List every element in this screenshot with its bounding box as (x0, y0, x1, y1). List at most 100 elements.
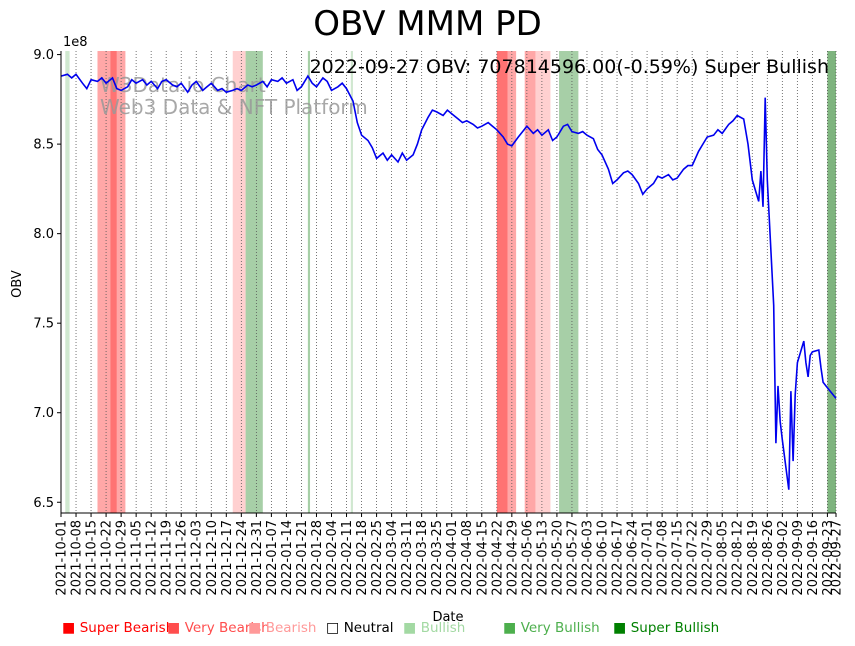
x-tick-label-44: 2022-08-05 (716, 520, 731, 596)
x-tick-label-28: 2022-04-15 (475, 520, 490, 596)
x-tick-label-51: 2022-09-23 (821, 520, 836, 596)
legend-marker: ■ (503, 620, 521, 636)
x-tick-label-38: 2022-06-24 (626, 520, 641, 596)
x-tick-label-26: 2022-04-01 (445, 520, 460, 596)
x-tick-label-48: 2022-09-02 (776, 520, 791, 596)
x-tick-label-22: 2022-03-04 (385, 520, 400, 596)
y-axis-label: OBV (10, 270, 25, 298)
signal-band-8 (496, 51, 508, 513)
signal-band-7 (350, 51, 353, 513)
x-tick-label-36: 2022-06-10 (595, 520, 610, 596)
x-tick-label-9: 2021-12-03 (190, 520, 205, 596)
x-tick-label-30: 2022-04-29 (505, 520, 520, 596)
obv-series-line (60, 73, 837, 490)
signal-band-10 (524, 51, 536, 513)
x-tick-label-34: 2022-05-27 (565, 520, 580, 596)
y-tick-label-2: 7.5 (33, 317, 54, 332)
x-ticks: 2021-10-01 2021-10-08 2021-10-15 2021-10-22… (55, 513, 845, 596)
signal-band-4 (232, 51, 246, 513)
x-tick-label-21: 2022-02-25 (370, 520, 385, 596)
watermark-line-2: Web3 Data & NFT Platform (100, 95, 368, 119)
signal-band-6 (307, 51, 311, 513)
signal-band-0 (65, 51, 70, 513)
x-tick-label-7: 2021-11-19 (160, 520, 175, 596)
y-multiplier: 1e8 (63, 35, 88, 50)
x-tick-label-3: 2021-10-22 (100, 520, 115, 596)
latest-value-annotation: 2022-09-27 OBV: 707814596.00(-0.59%) Sup… (310, 56, 829, 78)
signal-band-12 (559, 51, 579, 513)
x-tick-label-16: 2022-01-21 (295, 520, 310, 596)
x-tick-label-8: 2021-11-26 (175, 520, 190, 596)
x-tick-label-32: 2022-05-13 (535, 520, 550, 596)
x-tick-label-50: 2022-09-16 (806, 520, 821, 596)
legend-marker: ■ (248, 620, 266, 636)
legend-label: Very Bearish (184, 620, 270, 636)
y-tick-label-5: 9.0 (33, 48, 54, 63)
x-axis-label: Date (432, 610, 463, 625)
legend-item-super-bullish: ■ Super Bullish (613, 620, 719, 636)
x-tick-label-41: 2022-07-15 (671, 520, 686, 596)
legend-item-very-bearish: ■ Very Bearish (167, 620, 270, 636)
signal-band-1 (97, 51, 111, 513)
x-tick-label-11: 2021-12-17 (220, 520, 235, 596)
signal-band-13 (827, 51, 836, 513)
legend-marker: ■ (167, 620, 185, 636)
legend-label: Neutral (343, 620, 394, 636)
x-tick-label-10: 2021-12-10 (205, 520, 220, 596)
x-tick-label-45: 2022-08-12 (731, 520, 746, 596)
x-tick-label-12: 2021-12-24 (235, 520, 250, 596)
legend-label: Bullish (420, 620, 466, 636)
legend-item-bearish: ■ Bearish (248, 620, 316, 636)
x-tick-label-2: 2021-10-15 (85, 520, 100, 596)
legend-item-very-bullish: ■ Very Bullish (503, 620, 600, 636)
legend-label: Super Bearish (79, 620, 175, 636)
legend-marker: ■ (62, 620, 80, 636)
legend-item-bullish: ■ Bullish (403, 620, 465, 636)
x-tick-label-49: 2022-09-09 (791, 520, 806, 596)
x-tick-label-33: 2022-05-20 (550, 520, 565, 596)
x-tick-label-17: 2022-01-28 (310, 520, 325, 596)
x-tick-label-31: 2022-05-06 (520, 520, 535, 596)
signal-band-11 (535, 51, 551, 513)
x-tick-label-19: 2022-02-11 (340, 520, 355, 596)
x-tick-label-20: 2022-02-18 (355, 520, 370, 596)
x-tick-label-47: 2022-08-26 (761, 520, 776, 596)
legend-marker: ■ (403, 620, 421, 636)
x-tick-label-24: 2022-03-18 (415, 520, 430, 596)
y-tick-label-0: 6.5 (33, 496, 54, 511)
chart-title: OBV MMM PD (313, 4, 542, 44)
x-tick-label-35: 2022-06-03 (580, 520, 595, 596)
x-tick-label-29: 2022-04-22 (490, 520, 505, 596)
legend-label: Super Bullish (630, 620, 720, 636)
x-tick-label-13: 2021-12-31 (250, 520, 265, 596)
y-tick-label-4: 8.5 (33, 138, 54, 153)
x-tick-label-18: 2022-02-04 (325, 520, 340, 596)
x-tick-label-0: 2021-10-01 (55, 520, 70, 596)
x-tick-label-23: 2022-03-11 (400, 520, 415, 596)
y-tick-label-1: 7.0 (33, 406, 54, 421)
x-tick-label-42: 2022-07-22 (686, 520, 701, 596)
x-tick-label-6: 2021-11-12 (145, 520, 160, 596)
x-tick-label-37: 2022-06-17 (611, 520, 626, 596)
x-tick-label-40: 2022-07-08 (656, 520, 671, 596)
legend-item-super-bearish: ■ Super Bearish (62, 620, 174, 636)
signal-band-5 (245, 51, 263, 513)
axes (60, 51, 836, 514)
legend-label: Bearish (265, 620, 317, 636)
x-tick-label-46: 2022-08-19 (746, 520, 761, 596)
x-tick-label-14: 2022-01-07 (265, 520, 280, 596)
legend-marker: ■ (613, 620, 631, 636)
signal-band-2 (110, 51, 117, 513)
x-tick-label-1: 2021-10-08 (70, 520, 85, 596)
x-tick-label-15: 2022-01-14 (280, 520, 295, 596)
vertical-grid (60, 51, 837, 513)
x-tick-label-39: 2022-07-01 (641, 520, 656, 596)
x-tick-label-4: 2021-10-29 (115, 520, 130, 596)
x-tick-label-5: 2021-11-05 (130, 520, 145, 596)
legend-label: Very Bullish (520, 620, 600, 636)
legend-item-neutral: □ Neutral (326, 620, 394, 636)
x-tick-label-52: 2022-09-27 (830, 520, 845, 596)
y-ticks: 6.5 7.0 7.5 8.0 8.5 9.0 (33, 48, 61, 511)
x-tick-label-43: 2022-07-29 (701, 520, 716, 596)
